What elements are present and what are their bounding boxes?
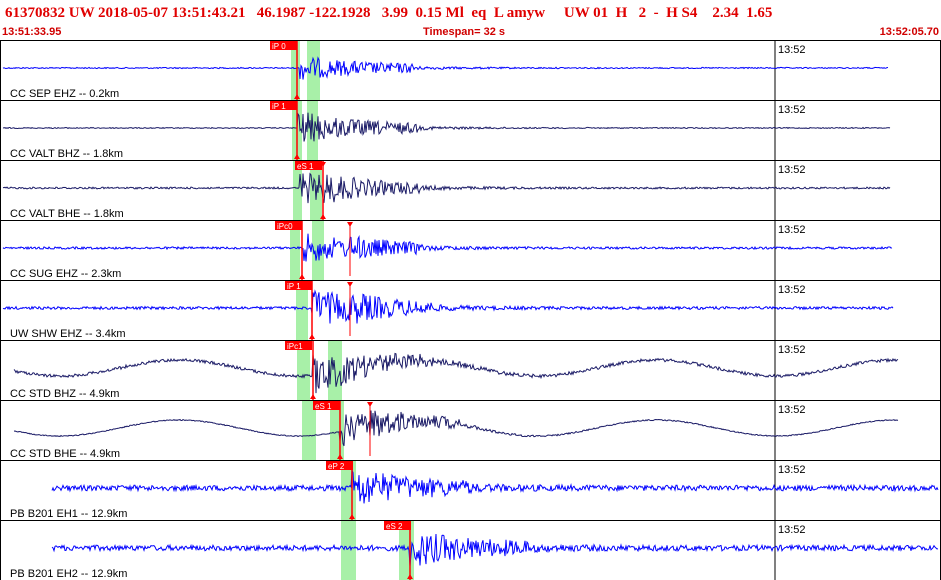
minute-tick-label: 13:52 — [778, 524, 806, 536]
pick-flag[interactable]: iP 1 — [270, 101, 297, 111]
pick-flag-label: iPc1 — [287, 342, 303, 351]
pick-flag-label: iP 0 — [272, 42, 286, 51]
minute-tick-label: 13:52 — [778, 404, 806, 416]
pick-flag[interactable]: eS 1 — [295, 161, 322, 171]
pick-marker-bottom — [337, 454, 343, 459]
pick-flag-box — [270, 41, 297, 50]
pick-flag-label: eP 2 — [328, 462, 345, 471]
pick-window — [307, 41, 320, 100]
waveform-trace — [2, 56, 889, 80]
pick-flag-label: iP 1 — [287, 282, 301, 291]
waveform-trace — [13, 352, 899, 394]
header-bar: 61370832 UW 2018-05-07 13:51:43.21 46.19… — [0, 0, 941, 40]
pick-flag-box — [285, 341, 312, 350]
pick-window — [296, 281, 308, 340]
waveform-trace — [13, 410, 899, 447]
channel-label: UW SHW EHZ -- 3.4km — [10, 328, 126, 340]
minute-tick-label: 13:52 — [778, 344, 806, 356]
pick-flag-box — [326, 461, 353, 470]
channel-row: 13:52 eS 1 CC VALT BHE -- 1.8km — [0, 160, 941, 221]
waveform-trace — [2, 112, 891, 142]
pick-marker-top — [367, 402, 373, 407]
pick-flag-box — [384, 521, 411, 530]
pick-marker-bottom — [309, 334, 315, 339]
pick-flag-box — [285, 281, 312, 290]
channel-label: CC VALT BHZ -- 1.8km — [10, 148, 123, 160]
pick-flag[interactable]: iP 0 — [270, 41, 297, 51]
pick-flag-box — [313, 401, 340, 410]
pick-marker-top — [347, 222, 353, 227]
waveform-trace — [2, 233, 893, 262]
channel-row: 13:52 iP 1 CC VALT BHZ -- 1.8km — [0, 100, 941, 161]
channel-row: 13:52 eS 2 PB B201 EH2 -- 12.9km — [0, 520, 941, 580]
pick-marker-bottom — [310, 394, 316, 399]
pick-marker-bottom — [407, 574, 413, 579]
pick-flag-label: eS 2 — [386, 522, 403, 531]
channel-row: 13:52 eP 2 PB B201 EH1 -- 12.9km — [0, 460, 941, 521]
channel-label: CC SUG EHZ -- 2.3km — [10, 268, 121, 280]
waveform-trace — [51, 469, 939, 504]
pick-flag-label: eS 1 — [297, 162, 314, 171]
waveform-trace — [2, 289, 894, 324]
pick-marker-bottom — [299, 274, 305, 279]
channel-row: 13:52 iPc1 CC STD BHZ -- 4.9km — [0, 340, 941, 401]
pick-flag-label: eS 1 — [315, 402, 332, 411]
channel-row: 13:52 eS 1 CC STD BHE -- 4.9km — [0, 400, 941, 461]
channel-label: CC STD BHZ -- 4.9km — [10, 388, 119, 400]
channel-row: 13:52 iP 1 UW SHW EHZ -- 3.4km — [0, 280, 941, 341]
channel-label: CC STD BHE -- 4.9km — [10, 448, 120, 460]
channel-label: PB B201 EH2 -- 12.9km — [10, 568, 127, 580]
pick-window — [293, 161, 302, 220]
pick-window — [291, 41, 300, 100]
pick-window — [290, 221, 300, 280]
pick-flag-label: iP 1 — [272, 102, 286, 111]
pick-flag-box — [295, 161, 322, 170]
event-summary-title: 61370832 UW 2018-05-07 13:51:43.21 46.19… — [5, 5, 773, 21]
minute-tick-label: 13:52 — [778, 164, 806, 176]
pick-flag[interactable]: iPc1 — [285, 341, 312, 351]
pick-flag[interactable]: eS 2 — [384, 521, 411, 531]
pick-window — [341, 521, 356, 580]
pick-flag[interactable]: eP 2 — [326, 461, 353, 471]
pick-window — [302, 401, 316, 460]
timespan-label: Timespan= 32 s — [423, 26, 506, 38]
minute-tick-label: 13:52 — [778, 224, 806, 236]
pick-marker-bottom — [294, 154, 300, 159]
waveform-trace — [51, 533, 939, 567]
minute-tick-label: 13:52 — [778, 44, 806, 56]
minute-tick-label: 13:52 — [778, 464, 806, 476]
channel-row: 13:52 iP 0 CC SEP EHZ -- 0.2km — [0, 40, 941, 101]
channel-label: PB B201 EH1 -- 12.9km — [10, 508, 127, 520]
pick-marker-bottom — [320, 214, 326, 219]
pick-marker-bottom — [294, 94, 300, 99]
pick-marker-bottom — [349, 514, 355, 519]
pick-window — [297, 341, 310, 400]
pick-flag[interactable]: iP 1 — [285, 281, 312, 291]
waveform-trace — [2, 172, 891, 204]
channel-label: CC VALT BHE -- 1.8km — [10, 208, 124, 220]
pick-flag[interactable]: eS 1 — [313, 401, 340, 411]
pick-flag[interactable]: iPc0 — [275, 221, 302, 231]
seismogram-panel[interactable]: 13:52 iP 0 CC SEP EHZ -- 0.2km 13:52 iP 1 CC … — [0, 40, 941, 580]
minute-tick-label: 13:52 — [778, 284, 806, 296]
channel-row: 13:52 iPc0 CC SUG EHZ -- 2.3km — [0, 220, 941, 281]
channel-label: CC SEP EHZ -- 0.2km — [10, 88, 119, 100]
pick-flag-label: iPc0 — [277, 222, 293, 231]
pick-marker-top — [347, 282, 353, 287]
end-time-label: 13:52:05.70 — [879, 26, 939, 38]
minute-tick-label: 13:52 — [778, 104, 806, 116]
start-time-label: 13:51:33.95 — [2, 26, 62, 38]
pick-flag-box — [270, 101, 297, 110]
pick-flag-box — [275, 221, 302, 230]
